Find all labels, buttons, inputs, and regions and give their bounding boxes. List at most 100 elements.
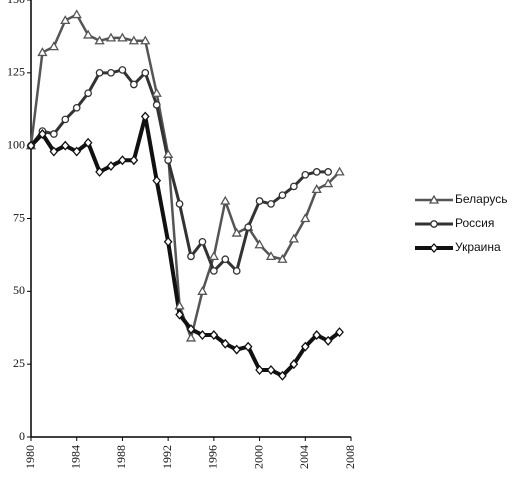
data-point bbox=[312, 168, 321, 176]
data-point bbox=[323, 335, 333, 346]
x-tick-label: 1980 bbox=[23, 445, 37, 469]
y-tick-label: 150 bbox=[7, 0, 25, 6]
data-point bbox=[50, 130, 58, 138]
y-tick-label: 125 bbox=[7, 65, 25, 79]
data-point bbox=[335, 327, 344, 338]
data-point bbox=[129, 155, 139, 166]
data-point bbox=[37, 47, 48, 57]
data-point bbox=[254, 239, 265, 249]
data-point bbox=[278, 191, 287, 200]
data-point bbox=[60, 140, 70, 151]
data-point bbox=[61, 115, 70, 124]
data-point bbox=[220, 338, 230, 349]
data-point bbox=[232, 267, 241, 275]
x-tick-label: 2000 bbox=[251, 445, 265, 469]
data-point bbox=[26, 140, 36, 151]
data-point bbox=[117, 32, 128, 42]
data-point bbox=[197, 286, 208, 295]
data-point bbox=[209, 330, 219, 341]
data-point bbox=[334, 166, 345, 176]
data-point bbox=[288, 233, 299, 243]
data-point bbox=[105, 32, 117, 42]
data-point bbox=[186, 324, 196, 335]
data-point bbox=[95, 68, 104, 77]
data-point bbox=[265, 251, 277, 261]
data-point bbox=[208, 251, 219, 261]
data-point bbox=[128, 35, 139, 45]
data-point bbox=[220, 195, 231, 205]
data-point bbox=[83, 29, 94, 39]
data-point bbox=[243, 341, 253, 352]
data-point bbox=[267, 200, 275, 208]
data-point bbox=[312, 330, 322, 341]
data-point bbox=[107, 68, 115, 77]
data-point bbox=[198, 330, 207, 341]
x-tick-label: 1988 bbox=[114, 445, 128, 469]
y-tick-label: 25 bbox=[13, 356, 25, 370]
data-point bbox=[290, 182, 298, 191]
data-point bbox=[277, 253, 288, 263]
data-point bbox=[140, 111, 150, 122]
legend-marker bbox=[428, 194, 440, 204]
data-point bbox=[140, 35, 151, 45]
data-point bbox=[48, 41, 59, 51]
series-line bbox=[29, 68, 329, 273]
data-point bbox=[185, 332, 197, 342]
data-point bbox=[106, 161, 116, 172]
data-point bbox=[278, 370, 287, 381]
data-point bbox=[324, 168, 332, 176]
data-point bbox=[151, 87, 162, 97]
data-point bbox=[300, 213, 311, 223]
data-point bbox=[130, 80, 138, 89]
data-point bbox=[174, 300, 185, 310]
data-point bbox=[152, 101, 161, 109]
data-point bbox=[72, 103, 81, 112]
data-point bbox=[301, 170, 310, 179]
data-point bbox=[311, 184, 322, 194]
legend-label: Украина bbox=[455, 240, 501, 254]
y-tick-label: 100 bbox=[7, 137, 25, 151]
series-line bbox=[29, 13, 341, 340]
data-point bbox=[266, 365, 276, 375]
legend-label: Россия bbox=[455, 216, 494, 230]
data-point bbox=[198, 237, 207, 246]
y-tick-label: 0 bbox=[19, 429, 25, 443]
data-point bbox=[244, 223, 252, 232]
data-point bbox=[300, 341, 310, 352]
data-point bbox=[231, 227, 242, 237]
data-point bbox=[255, 197, 264, 205]
data-point bbox=[289, 359, 299, 370]
data-point bbox=[118, 155, 127, 166]
data-point bbox=[232, 344, 242, 355]
y-tick-label: 75 bbox=[13, 210, 25, 224]
x-tick-label: 2008 bbox=[343, 445, 357, 469]
data-point bbox=[163, 236, 173, 247]
data-point bbox=[175, 200, 184, 208]
data-point bbox=[94, 35, 105, 45]
data-point bbox=[210, 267, 218, 275]
data-point bbox=[72, 146, 82, 157]
data-point bbox=[187, 252, 195, 261]
x-tick-label: 2004 bbox=[297, 445, 311, 469]
data-point bbox=[71, 9, 82, 19]
legend-marker bbox=[430, 220, 438, 228]
data-point bbox=[255, 365, 264, 375]
data-point bbox=[49, 146, 59, 157]
data-point bbox=[323, 178, 334, 188]
y-tick-label: 50 bbox=[13, 283, 25, 297]
data-point bbox=[175, 309, 184, 320]
data-point bbox=[118, 66, 127, 74]
x-tick-label: 1996 bbox=[206, 445, 220, 469]
data-point bbox=[95, 166, 104, 177]
data-point bbox=[141, 68, 150, 77]
data-point bbox=[60, 15, 71, 25]
x-tick-label: 1984 bbox=[68, 445, 82, 469]
data-point bbox=[164, 156, 172, 165]
legend-marker bbox=[429, 243, 439, 253]
data-point bbox=[152, 175, 162, 186]
data-point bbox=[38, 129, 47, 140]
legend-label: Беларусь bbox=[455, 192, 507, 206]
data-point bbox=[221, 255, 230, 264]
